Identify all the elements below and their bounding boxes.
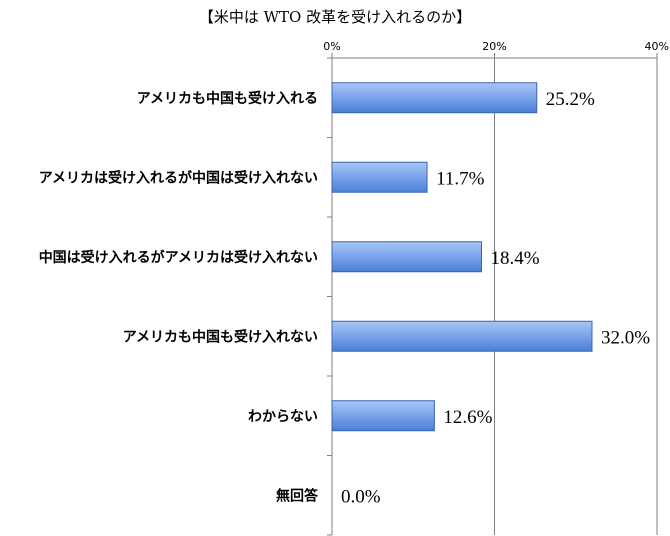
data-label: 32.0%: [601, 327, 650, 348]
bar: [331, 82, 538, 114]
data-label: 11.7%: [436, 168, 485, 189]
x-tick-label: 40%: [645, 40, 669, 53]
chart-title: 【米中は WTO 改革を受け入れるのか】: [198, 8, 472, 26]
data-label: 0.0%: [341, 486, 381, 507]
category-label: アメリカは受け入れるが中国は受け入れない: [39, 169, 318, 186]
bar: [331, 161, 428, 193]
bar: [331, 400, 435, 432]
bar: [331, 320, 593, 352]
category-label: 無回答: [276, 487, 319, 504]
category-label: アメリカも中国も受け入れる: [137, 90, 318, 107]
x-tick-label: 0%: [323, 40, 340, 53]
category-label: 中国は受け入れるがアメリカは受け入れない: [39, 249, 318, 266]
x-tick-label: 20%: [482, 40, 506, 53]
category-label: わからない: [248, 409, 318, 425]
bar: [331, 241, 482, 273]
data-label: 12.6%: [443, 407, 492, 428]
category-label: アメリカも中国も受け入れない: [123, 328, 318, 345]
data-label: 25.2%: [546, 89, 595, 110]
data-label: 18.4%: [491, 248, 540, 269]
